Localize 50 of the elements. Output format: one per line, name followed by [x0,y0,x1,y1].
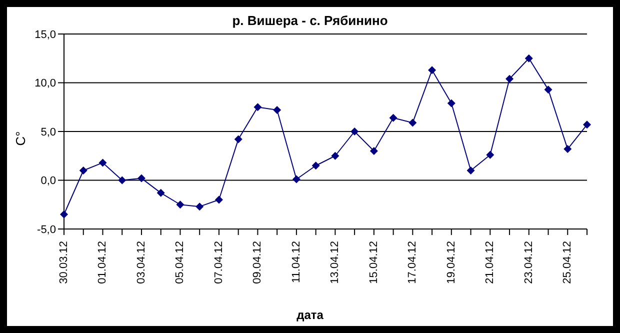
point [234,135,242,144]
point [524,54,533,62]
point [176,200,184,209]
point [583,120,591,129]
point [350,128,359,136]
y-tick-label: 0,0 [40,175,56,188]
x-tick-label: 05.04.12 [174,241,186,284]
x-tick-label: 11.04.12 [290,241,302,284]
point [196,202,204,211]
point [137,174,146,182]
point [506,74,514,83]
chart-title: р. Вишера - с. Рябинино [231,13,389,28]
point [273,106,282,114]
point [156,188,165,197]
x-axis-title: дата [296,308,324,322]
point [466,166,475,174]
y-tick-label: 10,0 [34,78,56,90]
point [370,147,378,155]
point [389,114,398,122]
x-tick-label: 21.04.12 [484,241,496,284]
point [544,86,552,94]
x-tick-label: 17.04.12 [406,241,419,284]
x-tick-label: 25.04.12 [562,241,574,284]
y-tick-label: -5,0 [37,224,56,236]
point [486,150,494,159]
point [312,162,320,170]
point [564,145,572,154]
x-tick-label: 15.04.12 [368,241,380,284]
point [428,66,436,74]
point [331,152,340,160]
point [447,99,456,108]
point [254,103,262,112]
x-tick-label: 13.04.12 [329,241,342,284]
point [60,210,68,218]
x-tick-label: 30.03.12 [58,241,70,284]
x-tick-label: 01.04.12 [96,241,109,284]
point [98,158,107,167]
point [214,196,223,204]
x-tick-label: 19.04.12 [445,241,458,284]
point [79,166,88,174]
x-tick-label: 23.04.12 [522,241,535,284]
point [118,176,126,184]
y-tick-label: 15,0 [34,28,56,41]
y-tick-label: 5,0 [40,126,56,138]
point [292,175,300,184]
x-tick-label: 09.04.12 [252,241,264,284]
point [408,118,417,127]
x-tick-label: 03.04.12 [135,241,148,284]
y-axis-title: С° [12,131,28,146]
x-tick-label: 07.04.12 [212,241,225,284]
